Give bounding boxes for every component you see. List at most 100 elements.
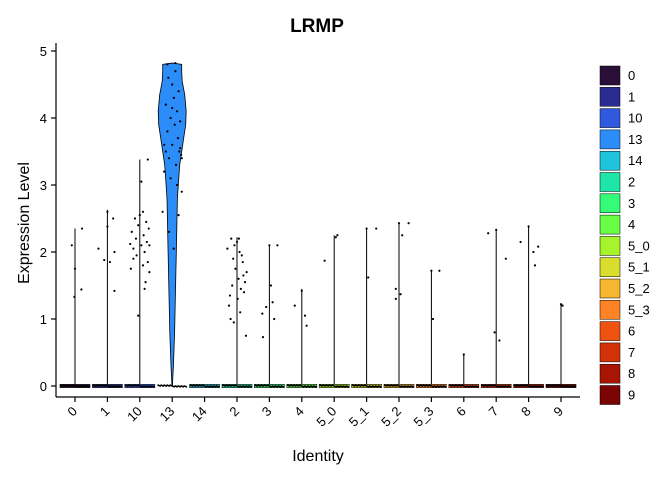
- x-tick-label: 5_1: [346, 404, 372, 430]
- data-point: [533, 264, 537, 267]
- data-point: [178, 150, 181, 153]
- data-point: [108, 260, 112, 264]
- data-point: [242, 291, 246, 294]
- plot-area: [59, 61, 577, 388]
- data-point: [167, 157, 171, 160]
- data-point: [129, 242, 132, 246]
- legend-swatch: [599, 172, 621, 192]
- data-point: [146, 158, 149, 161]
- data-point: [177, 90, 180, 93]
- data-point: [175, 110, 179, 113]
- data-point: [537, 245, 540, 248]
- violin-7: [480, 228, 512, 388]
- data-point: [233, 244, 236, 247]
- data-point: [561, 304, 564, 307]
- data-point: [167, 76, 170, 79]
- data-point: [179, 147, 182, 150]
- data-point: [217, 385, 220, 388]
- data-point: [379, 385, 382, 388]
- data-point: [271, 301, 274, 304]
- data-point: [142, 234, 145, 237]
- data-point: [269, 284, 273, 287]
- data-point: [438, 269, 441, 272]
- legend-label: 2: [628, 175, 635, 190]
- data-point: [245, 271, 248, 274]
- data-point: [431, 317, 435, 321]
- legend-swatch: [599, 65, 621, 86]
- data-point: [171, 106, 174, 110]
- x-tick-label: 5_3: [411, 404, 437, 430]
- legend-label: 1: [628, 89, 635, 104]
- violin-body: [157, 62, 187, 387]
- data-point: [167, 230, 171, 233]
- data-point: [336, 234, 339, 237]
- data-point: [174, 61, 177, 65]
- data-point: [146, 260, 149, 264]
- data-point: [145, 240, 148, 244]
- data-point: [462, 353, 465, 356]
- y-tick-label: 1: [40, 312, 47, 327]
- x-tick-label: 8: [518, 404, 534, 420]
- x-tick-label: 7: [486, 404, 502, 420]
- data-point: [143, 250, 146, 254]
- data-point: [147, 227, 150, 230]
- x-tick-label: 0: [64, 404, 80, 420]
- data-point: [169, 177, 172, 180]
- data-point: [135, 254, 138, 257]
- violin-0: [59, 227, 91, 388]
- violin-3: [254, 244, 285, 388]
- data-point: [250, 385, 252, 388]
- x-tick-label: 5_0: [313, 404, 339, 430]
- data-point: [172, 96, 175, 99]
- legend-label: 5_2: [628, 281, 650, 296]
- data-point: [174, 163, 178, 166]
- data-point: [242, 274, 245, 277]
- data-point: [137, 314, 140, 317]
- data-point: [334, 236, 337, 239]
- data-point: [237, 237, 241, 240]
- data-point: [166, 130, 169, 133]
- data-point: [169, 116, 172, 120]
- data-point: [130, 230, 133, 233]
- data-point: [367, 276, 370, 279]
- data-point: [88, 385, 90, 388]
- data-point: [137, 224, 140, 227]
- data-point: [237, 277, 240, 280]
- y-axis-label: Expression Level: [16, 162, 33, 284]
- data-point: [574, 385, 576, 388]
- legend-swatch: [599, 363, 621, 384]
- x-tick-label: 6: [453, 404, 469, 420]
- data-point: [161, 210, 164, 213]
- data-point: [231, 284, 234, 287]
- data-point: [70, 244, 73, 247]
- data-point: [532, 250, 535, 254]
- y-axis-ticks: 0 1 2 3 4 5: [40, 44, 56, 394]
- legend-swatch: [599, 342, 621, 363]
- data-point: [106, 210, 109, 213]
- x-tick-label: 1: [97, 404, 113, 420]
- data-point: [164, 103, 167, 106]
- data-point: [185, 385, 188, 388]
- legend-label: 8: [628, 366, 635, 381]
- y-tick-label: 3: [40, 178, 47, 193]
- data-point: [430, 269, 433, 272]
- data-point: [407, 222, 410, 225]
- data-point: [541, 385, 544, 388]
- y-tick-label: 2: [40, 245, 47, 260]
- data-point: [129, 267, 132, 270]
- data-point: [236, 297, 239, 300]
- data-point: [141, 264, 145, 267]
- data-point: [282, 385, 285, 388]
- violin-14: [189, 384, 220, 388]
- legend-label: 9: [628, 388, 635, 403]
- x-tick-label: 5_2: [378, 404, 404, 430]
- violin-2: [221, 237, 253, 388]
- x-tick-label: 13: [156, 404, 177, 425]
- data-point: [397, 222, 401, 225]
- data-point: [230, 237, 233, 240]
- legend-label: 7: [628, 345, 635, 360]
- data-point: [412, 385, 414, 388]
- data-point: [143, 287, 146, 290]
- violin-6: [448, 353, 480, 388]
